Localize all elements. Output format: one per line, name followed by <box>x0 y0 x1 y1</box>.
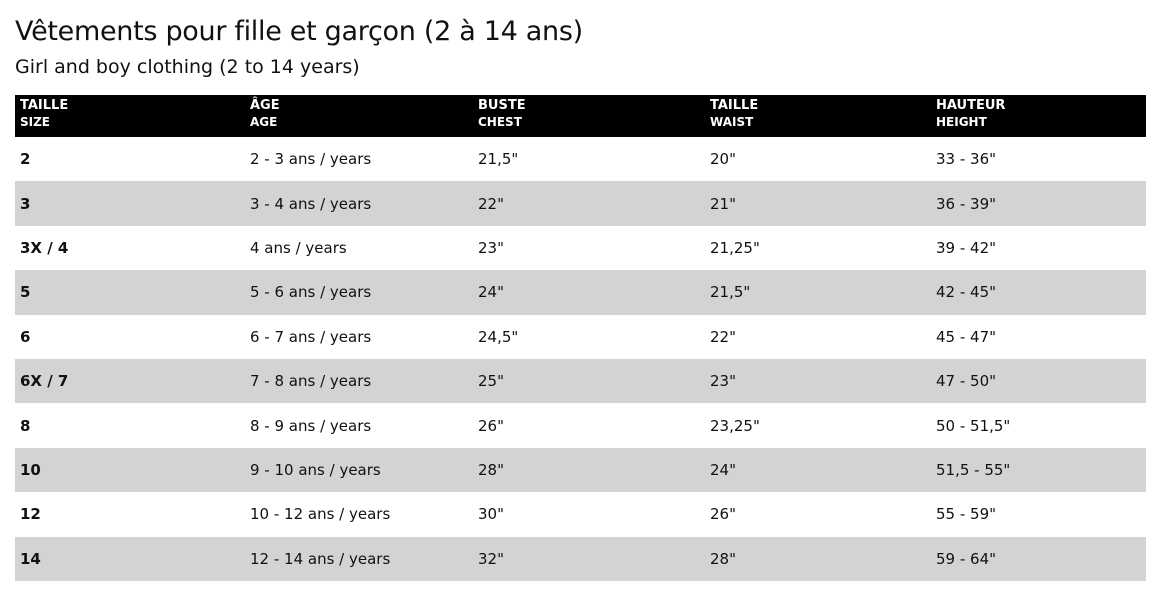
cell-size: 10 <box>20 460 41 479</box>
column-header-fr: TAILLE <box>20 98 69 113</box>
size-chart-table: TAILLE SIZE ÂGE AGE BUSTE CHEST TAILLE WAIST HAU… <box>15 95 1146 581</box>
table-row: 6 6 - 7 ans / years 24,5" 22" 45 - 47" <box>15 315 1146 359</box>
table-row: 12 10 - 12 ans / years 30" 26" 55 - 59" <box>15 492 1146 536</box>
cell-height: 51,5 - 55" <box>936 460 1011 479</box>
page-subtitle: Girl and boy clothing (2 to 14 years) <box>15 56 360 78</box>
cell-size: 5 <box>20 283 31 302</box>
column-header-height: HAUTEUR HEIGHT <box>931 95 1146 137</box>
table-header-row: TAILLE SIZE ÂGE AGE BUSTE CHEST TAILLE WAIST HAU… <box>15 95 1146 137</box>
cell-waist: 20" <box>710 150 736 169</box>
cell-height: 39 - 42" <box>936 238 997 257</box>
cell-age: 5 - 6 ans / years <box>250 283 372 302</box>
cell-waist: 26" <box>710 505 736 524</box>
cell-size: 2 <box>20 150 31 169</box>
cell-waist: 24" <box>710 460 736 479</box>
cell-age: 6 - 7 ans / years <box>250 327 372 346</box>
cell-height: 42 - 45" <box>936 283 997 302</box>
cell-age: 10 - 12 ans / years <box>250 505 391 524</box>
cell-size: 12 <box>20 505 41 524</box>
cell-age: 8 - 9 ans / years <box>250 416 372 435</box>
column-header-fr: TAILLE <box>710 98 759 113</box>
cell-size: 3X / 4 <box>20 238 69 257</box>
table-row: 3 3 - 4 ans / years 22" 21" 36 - 39" <box>15 181 1146 226</box>
table-row: 6X / 7 7 - 8 ans / years 25" 23" 47 - 50" <box>15 358 1146 404</box>
cell-size: 3 <box>20 194 31 213</box>
page-title: Vêtements pour fille et garçon (2 à 14 a… <box>15 16 583 47</box>
cell-height: 33 - 36" <box>936 150 997 169</box>
table-row: 5 5 - 6 ans / years 24" 21,5" 42 - 45" <box>15 270 1146 315</box>
cell-chest: 23" <box>478 238 504 257</box>
cell-age: 3 - 4 ans / years <box>250 194 372 213</box>
column-header-size: TAILLE SIZE <box>15 95 245 137</box>
cell-waist: 22" <box>710 327 736 346</box>
cell-height: 59 - 64" <box>936 549 997 568</box>
cell-height: 45 - 47" <box>936 327 997 346</box>
column-header-en: HEIGHT <box>936 115 987 129</box>
cell-age: 2 - 3 ans / years <box>250 150 372 169</box>
column-header-fr: HAUTEUR <box>936 98 1006 113</box>
cell-height: 55 - 59" <box>936 505 997 524</box>
column-header-waist: TAILLE WAIST <box>705 95 931 137</box>
cell-age: 12 - 14 ans / years <box>250 549 391 568</box>
cell-age: 7 - 8 ans / years <box>250 372 372 391</box>
cell-waist: 21,5" <box>710 283 751 302</box>
cell-waist: 23,25" <box>710 416 760 435</box>
cell-age: 4 ans / years <box>250 238 347 257</box>
column-header-chest: BUSTE CHEST <box>473 95 705 137</box>
column-header-en: AGE <box>250 115 278 129</box>
cell-waist: 28" <box>710 549 736 568</box>
cell-chest: 25" <box>478 372 504 391</box>
table-row: 10 9 - 10 ans / years 28" 24" 51,5 - 55" <box>15 447 1146 493</box>
column-header-age: ÂGE AGE <box>245 95 473 137</box>
column-header-en: CHEST <box>478 115 522 129</box>
table-row: 2 2 - 3 ans / years 21,5" 20" 33 - 36" <box>15 137 1146 181</box>
table-row: 3X / 4 4 ans / years 23" 21,25" 39 - 42" <box>15 226 1146 270</box>
cell-waist: 21" <box>710 194 736 213</box>
cell-size: 8 <box>20 416 31 435</box>
column-header-fr: BUSTE <box>478 98 526 113</box>
cell-chest: 21,5" <box>478 150 519 169</box>
table-row: 14 12 - 14 ans / years 32" 28" 59 - 64" <box>15 536 1146 581</box>
cell-chest: 26" <box>478 416 504 435</box>
cell-size: 14 <box>20 549 41 568</box>
column-header-en: SIZE <box>20 115 51 129</box>
cell-chest: 32" <box>478 549 504 568</box>
cell-size: 6 <box>20 327 31 346</box>
cell-age: 9 - 10 ans / years <box>250 460 381 479</box>
cell-height: 50 - 51,5" <box>936 416 1011 435</box>
cell-waist: 21,25" <box>710 238 760 257</box>
cell-chest: 28" <box>478 460 504 479</box>
cell-chest: 30" <box>478 505 504 524</box>
cell-height: 36 - 39" <box>936 194 997 213</box>
cell-chest: 24" <box>478 283 504 302</box>
cell-chest: 22" <box>478 194 504 213</box>
cell-waist: 23" <box>710 372 736 391</box>
column-header-en: WAIST <box>710 115 754 129</box>
table-row: 8 8 - 9 ans / years 26" 23,25" 50 - 51,5" <box>15 403 1146 447</box>
cell-size: 6X / 7 <box>20 372 69 391</box>
cell-height: 47 - 50" <box>936 372 997 391</box>
column-header-fr: ÂGE <box>250 98 280 113</box>
cell-chest: 24,5" <box>478 327 519 346</box>
